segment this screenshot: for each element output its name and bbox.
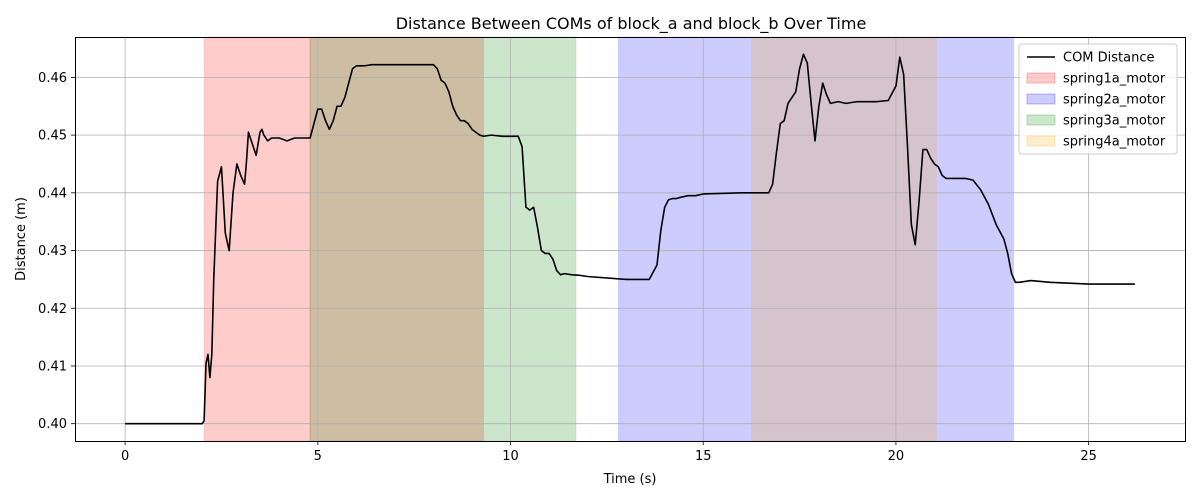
series-line-com-distance: [125, 53, 1135, 425]
shaded-region-spring4a_motor: [750, 36, 937, 442]
legend-box: [1018, 43, 1178, 155]
y-tick-label: 0.43: [38, 244, 67, 259]
x-axis-label: Time (s): [603, 472, 657, 487]
x-tick-label: 0: [121, 449, 129, 464]
y-tick-label: 0.42: [38, 302, 67, 317]
x-tick-label: 25: [1080, 449, 1097, 464]
legend-label: spring3a_motor: [1063, 114, 1166, 129]
shaded-region-spring1a_motor-2: [309, 36, 485, 442]
y-axis: 0.40 0.41 0.42 0.43 0.44 0.45 0.46: [38, 71, 75, 432]
x-tick-label: 15: [695, 449, 712, 464]
legend-label: COM Distance: [1063, 51, 1155, 66]
legend-swatch-spring2a_motor: [1026, 93, 1056, 105]
shaded-region-spring1a_motor-1: [203, 36, 311, 442]
series-lines: [125, 53, 1135, 425]
shaded-regions: [203, 36, 1014, 442]
y-axis-label: Distance (m): [14, 197, 29, 281]
x-axis: 0 5 10 15 20 25: [121, 441, 1097, 464]
shaded-region-spring3a_motor: [309, 36, 577, 442]
chart-title: Distance Between COMs of block_a and blo…: [396, 14, 867, 34]
legend-label: spring1a_motor: [1063, 72, 1166, 87]
x-tick-label: 5: [314, 449, 322, 464]
y-tick-label: 0.41: [38, 359, 67, 374]
x-tick-label: 10: [502, 449, 519, 464]
y-tick-label: 0.44: [38, 186, 67, 201]
x-tick-label: 20: [888, 449, 905, 464]
plot-frame: [75, 37, 1186, 442]
legend: COM Distance spring1a_motor spring2a_motor…: [1018, 43, 1178, 155]
legend-label: spring2a_motor: [1063, 93, 1166, 108]
shaded-region-spring2a_motor: [617, 36, 1014, 442]
legend-swatch-spring1a_motor: [1026, 72, 1056, 84]
y-tick-label: 0.40: [38, 417, 67, 432]
y-tick-label: 0.45: [38, 129, 67, 144]
legend-swatch-spring3a_motor: [1026, 114, 1056, 126]
legend-label: spring4a_motor: [1063, 135, 1166, 150]
y-tick-label: 0.46: [38, 71, 67, 86]
legend-swatch-spring4a_motor: [1026, 135, 1056, 147]
